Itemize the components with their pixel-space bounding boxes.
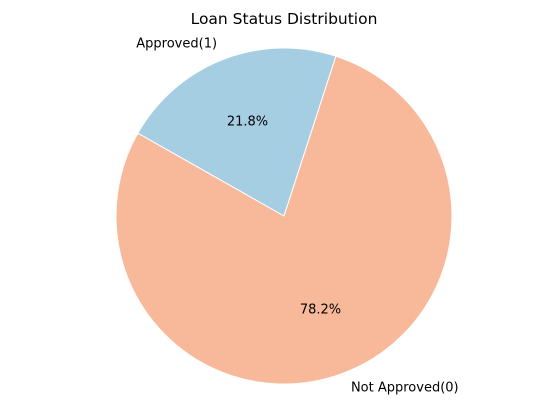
- pie-slice-2: [115, 55, 453, 385]
- slice-percent-1: 21.8%: [227, 115, 268, 130]
- pie-labels: Approved(1) 21.8% Not Approved(0) 78.2%: [136, 36, 458, 395]
- pie-slice-1: [137, 47, 337, 217]
- slice-percent-2: 78.2%: [300, 302, 341, 317]
- slice-label-1: Approved(1): [136, 36, 217, 51]
- pie-slices: [115, 47, 453, 385]
- slice-label-2: Not Approved(0): [351, 381, 459, 396]
- chart-title: Loan Status Distribution: [191, 10, 378, 28]
